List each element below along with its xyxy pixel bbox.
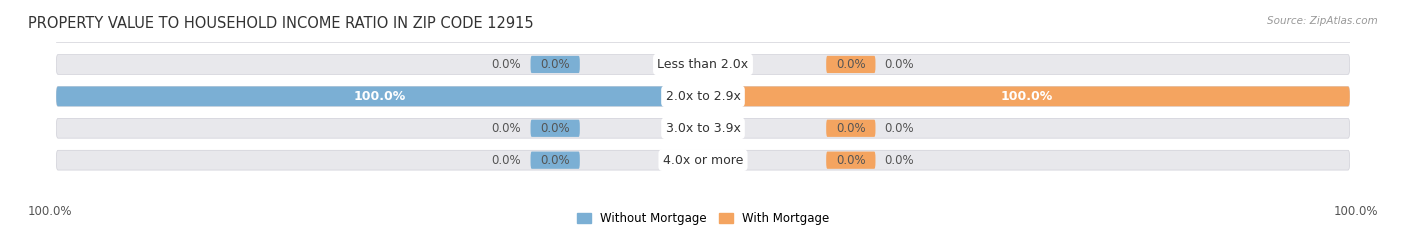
FancyBboxPatch shape <box>530 152 579 169</box>
Text: PROPERTY VALUE TO HOUSEHOLD INCOME RATIO IN ZIP CODE 12915: PROPERTY VALUE TO HOUSEHOLD INCOME RATIO… <box>28 16 534 31</box>
Legend: Without Mortgage, With Mortgage: Without Mortgage, With Mortgage <box>572 208 834 230</box>
FancyBboxPatch shape <box>827 56 876 73</box>
Text: 4.0x or more: 4.0x or more <box>662 154 744 167</box>
Text: 0.0%: 0.0% <box>837 122 866 135</box>
Text: 100.0%: 100.0% <box>353 90 406 103</box>
FancyBboxPatch shape <box>530 120 579 137</box>
Text: Source: ZipAtlas.com: Source: ZipAtlas.com <box>1267 16 1378 26</box>
Text: 100.0%: 100.0% <box>1333 205 1378 218</box>
Text: 0.0%: 0.0% <box>837 154 866 167</box>
Text: 100.0%: 100.0% <box>1000 90 1053 103</box>
Text: Less than 2.0x: Less than 2.0x <box>658 58 748 71</box>
FancyBboxPatch shape <box>56 150 1350 170</box>
Text: 0.0%: 0.0% <box>884 122 914 135</box>
Text: 0.0%: 0.0% <box>492 154 522 167</box>
Text: 0.0%: 0.0% <box>884 154 914 167</box>
Text: 0.0%: 0.0% <box>540 58 569 71</box>
Text: 3.0x to 3.9x: 3.0x to 3.9x <box>665 122 741 135</box>
Text: 0.0%: 0.0% <box>884 58 914 71</box>
Text: 2.0x to 2.9x: 2.0x to 2.9x <box>665 90 741 103</box>
Text: 0.0%: 0.0% <box>837 58 866 71</box>
Text: 0.0%: 0.0% <box>492 58 522 71</box>
FancyBboxPatch shape <box>56 87 1350 106</box>
FancyBboxPatch shape <box>56 118 1350 138</box>
FancyBboxPatch shape <box>56 55 1350 74</box>
FancyBboxPatch shape <box>827 152 876 169</box>
Text: 0.0%: 0.0% <box>492 122 522 135</box>
FancyBboxPatch shape <box>827 120 876 137</box>
FancyBboxPatch shape <box>56 87 703 106</box>
FancyBboxPatch shape <box>703 87 1350 106</box>
Text: 100.0%: 100.0% <box>28 205 73 218</box>
FancyBboxPatch shape <box>530 56 579 73</box>
Text: 0.0%: 0.0% <box>540 122 569 135</box>
Text: 0.0%: 0.0% <box>540 154 569 167</box>
